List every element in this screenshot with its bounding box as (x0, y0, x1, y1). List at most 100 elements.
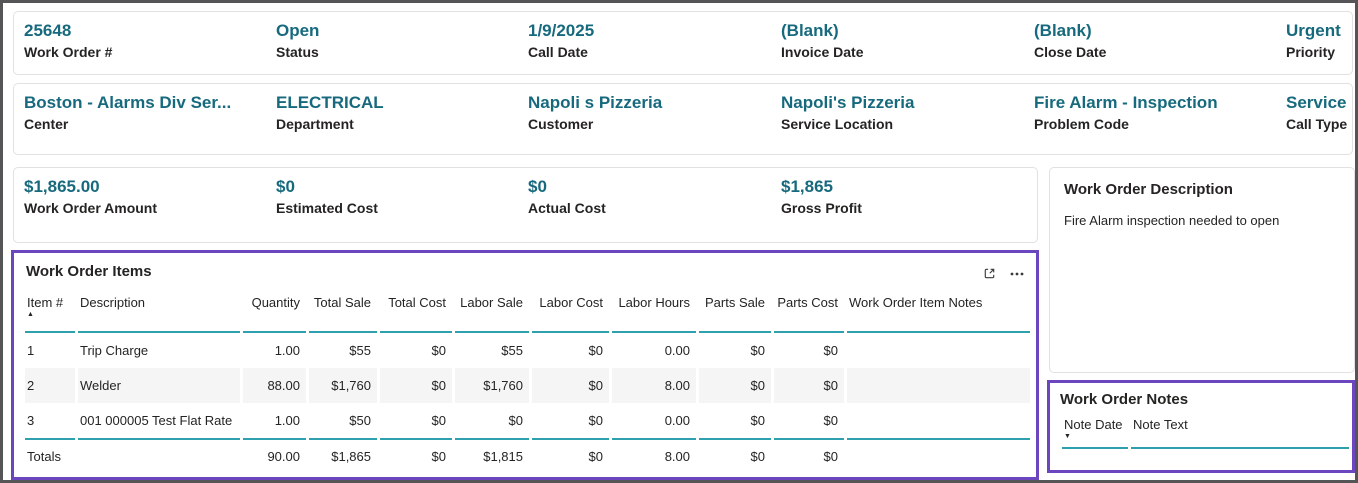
totals-row: Totals 90.00 $1,865 $0 $1,815 $0 8.00 $0… (25, 438, 1030, 473)
item-cell: $0 (699, 368, 771, 403)
kpi-work-order-number: 25648 Work Order # (24, 21, 276, 74)
totals-cell: $0 (699, 438, 771, 473)
item-cell: 1.00 (274, 343, 300, 358)
kpi-value: Service (1286, 93, 1347, 112)
summary-card-row3: $1,865.00 Work Order Amount $0 Estimated… (13, 167, 1038, 243)
kpi-work-order-amount: $1,865.00 Work Order Amount (24, 177, 276, 242)
column-header-work-order-item-notes[interactable]: Work Order Item Notes (847, 291, 1030, 333)
item-cell: 1.00 (274, 413, 300, 428)
table-row: 2 Welder 88.00 $1,760 $0 $1,760 $0 8.00 … (25, 368, 1030, 403)
kpi-center: Boston - Alarms Div Ser... Center (24, 93, 276, 154)
totals-cell: $0 (380, 438, 452, 473)
work-order-items-table: Item # ▲ Description Quantity Total Sale… (22, 291, 1033, 473)
kpi-value: (Blank) (1034, 21, 1092, 40)
kpi-value: $0 (528, 177, 547, 196)
kpi-value: Fire Alarm - Inspection (1034, 93, 1218, 112)
kpi-label: Close Date (1034, 44, 1107, 60)
table-row: 1 Trip Charge 1.00 $55 $0 $55 $0 0.00 $0… (25, 333, 1030, 368)
kpi-label: Invoice Date (781, 44, 864, 60)
kpi-value: ELECTRICAL (276, 93, 384, 112)
work-order-items-highlight-box: Work Order Items (11, 250, 1039, 480)
panel-title: Work Order Notes (1060, 391, 1189, 408)
work-order-description-text: Fire Alarm inspection needed to open (1064, 213, 1280, 228)
item-cell: $0 (508, 413, 523, 428)
kpi-service-location: Napoli's Pizzeria Service Location (781, 93, 1034, 154)
kpi-gross-profit: $1,865 Gross Profit (781, 177, 1037, 242)
item-cell: $0 (588, 413, 603, 428)
item-cell: $1,760 (455, 368, 529, 403)
item-cell: $0 (588, 343, 603, 358)
column-header-note-date[interactable]: Note Date ▼ (1062, 415, 1128, 449)
item-cell: 3 (27, 413, 35, 428)
item-cell: $0 (431, 413, 446, 428)
column-header-parts-cost[interactable]: Parts Cost (774, 291, 844, 333)
kpi-call-type: Service Call Type (1286, 93, 1352, 154)
item-cell: $0 (431, 343, 446, 358)
totals-cell (847, 438, 1030, 473)
column-header-labor-hours[interactable]: Labor Hours (612, 291, 696, 333)
kpi-label: Work Order # (24, 44, 113, 60)
column-header-description[interactable]: Description (78, 291, 240, 333)
kpi-label: Status (276, 44, 319, 60)
item-cell: 0.00 (664, 343, 690, 358)
kpi-priority: Urgent Priority (1286, 21, 1352, 74)
item-cell: $0 (380, 368, 452, 403)
item-cell: $0 (750, 343, 765, 358)
kpi-value: Urgent (1286, 21, 1341, 40)
item-cell: $0 (823, 413, 838, 428)
work-order-description-panel: Work Order Description Fire Alarm inspec… (1049, 167, 1355, 373)
sort-ascending-icon: ▲ (27, 311, 34, 318)
column-header-labor-cost[interactable]: Labor Cost (532, 291, 609, 333)
item-cell: 8.00 (612, 368, 696, 403)
kpi-label: Estimated Cost (276, 200, 378, 216)
kpi-label: Call Type (1286, 116, 1348, 132)
items-header-row: Item # ▲ Description Quantity Total Sale… (25, 291, 1030, 333)
column-header-total-sale[interactable]: Total Sale (309, 291, 377, 333)
kpi-label: Call Date (528, 44, 588, 60)
kpi-label: Gross Profit (781, 200, 862, 216)
totals-cell: Totals (25, 438, 75, 473)
kpi-label: Priority (1286, 44, 1336, 60)
focus-mode-icon[interactable] (982, 266, 997, 281)
notes-header-row: Note Date ▼ Note Text (1062, 415, 1349, 449)
totals-cell (78, 438, 240, 473)
column-header-labor-sale[interactable]: Labor Sale (455, 291, 529, 333)
column-header-note-text[interactable]: Note Text (1131, 415, 1349, 449)
kpi-label: Service Location (781, 116, 894, 132)
item-cell: $55 (501, 343, 523, 358)
kpi-value: Napoli's Pizzeria (781, 93, 915, 112)
item-cell: $0 (823, 343, 838, 358)
work-order-notes-highlight-box: Work Order Notes Note Date ▼ Note Text (1047, 380, 1355, 473)
table-row: 3 001 000005 Test Flat Rate 1.00 $50 $0 … (25, 403, 1030, 438)
kpi-value: $1,865 (781, 177, 833, 196)
kpi-department: ELECTRICAL Department (276, 93, 528, 154)
kpi-actual-cost: $0 Actual Cost (528, 177, 781, 242)
item-cell (847, 333, 1030, 368)
column-header-quantity[interactable]: Quantity (243, 291, 306, 333)
kpi-value: $1,865.00 (24, 177, 100, 196)
totals-cell: $0 (532, 438, 609, 473)
kpi-label: Problem Code (1034, 116, 1129, 132)
totals-cell: $0 (774, 438, 844, 473)
column-header-item-number[interactable]: Item # ▲ (25, 291, 75, 333)
column-header-parts-sale[interactable]: Parts Sale (699, 291, 771, 333)
more-options-icon[interactable] (1010, 272, 1024, 276)
kpi-label: Customer (528, 116, 594, 132)
kpi-invoice-date: (Blank) Invoice Date (781, 21, 1034, 74)
column-header-total-cost[interactable]: Total Cost (380, 291, 452, 333)
summary-card-row1: 25648 Work Order # Open Status 1/9/2025 … (13, 11, 1353, 75)
sort-descending-icon: ▼ (1064, 433, 1071, 440)
kpi-label: Actual Cost (528, 200, 606, 216)
item-cell: 2 (25, 368, 75, 403)
item-cell: $0 (532, 368, 609, 403)
kpi-customer: Napoli s Pizzeria Customer (528, 93, 781, 154)
item-cell: 0.00 (664, 413, 690, 428)
kpi-close-date: (Blank) Close Date (1034, 21, 1286, 74)
item-cell: $1,760 (309, 368, 377, 403)
kpi-label: Work Order Amount (24, 200, 158, 216)
kpi-label: Department (276, 116, 354, 132)
visual-header-toolbar (982, 266, 1024, 281)
kpi-status: Open Status (276, 21, 528, 74)
item-cell: 001 000005 Test Flat Rate (80, 413, 233, 428)
totals-cell: 8.00 (612, 438, 696, 473)
